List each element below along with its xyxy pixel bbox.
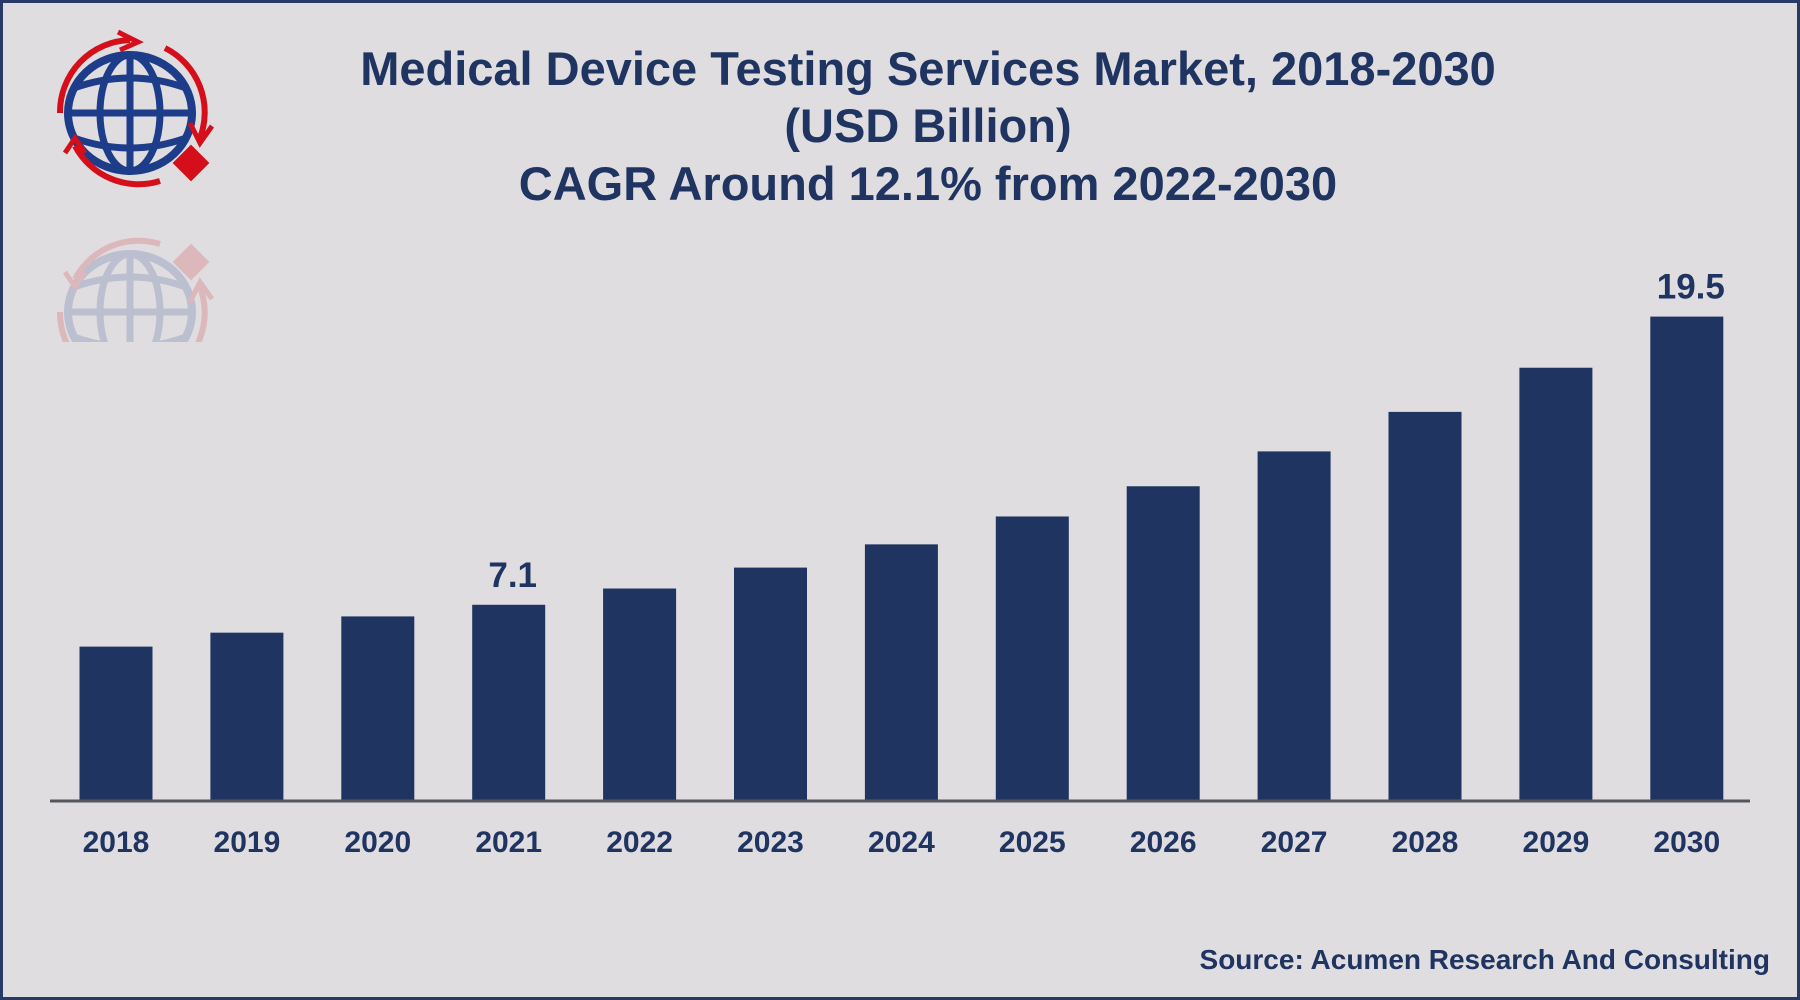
x-tick-label-2029: 2029 (1523, 826, 1590, 859)
bar-2025 (995, 516, 1069, 800)
chart-subtitle-cagr: CAGR Around 12.1% from 2022-2030 (518, 157, 1338, 210)
x-tick-label-2022: 2022 (606, 826, 673, 859)
bar-2020 (341, 616, 415, 800)
globe-logo-icon (56, 29, 215, 188)
bar-2028 (1388, 411, 1462, 800)
x-tick-label-2021: 2021 (475, 826, 542, 859)
bar-2019 (210, 632, 284, 800)
x-tick-label-2020: 2020 (344, 826, 411, 859)
bar-2026 (1126, 486, 1200, 800)
x-tick-label-2026: 2026 (1130, 826, 1197, 859)
bar-2024 (864, 544, 938, 800)
x-tick-label-2018: 2018 (83, 826, 150, 859)
data-label-2030: 19.5 (1657, 268, 1725, 307)
x-tick-label-2030: 2030 (1653, 826, 1720, 859)
bar-2018 (79, 646, 153, 800)
bar-2027 (1257, 451, 1331, 800)
bar-2022 (603, 588, 677, 800)
x-tick-label-2027: 2027 (1261, 826, 1328, 859)
bar-2023 (734, 567, 807, 800)
x-tick-label-2028: 2028 (1392, 826, 1459, 859)
bar-2029 (1519, 367, 1593, 800)
x-tick-label-2024: 2024 (868, 826, 935, 859)
bar-2030 (1650, 316, 1724, 800)
chart-title-line-1: Medical Device Testing Services Market, … (360, 42, 1496, 95)
bar-2021 (472, 604, 546, 800)
chart-title-line-2: (USD Billion) (784, 99, 1072, 152)
x-tick-label-2023: 2023 (737, 826, 804, 859)
x-tick-label-2025: 2025 (999, 826, 1066, 859)
data-label-2021: 7.1 (488, 556, 537, 595)
x-tick-label-2019: 2019 (214, 826, 281, 859)
source-note: Source: Acumen Research And Consulting (1199, 944, 1770, 975)
